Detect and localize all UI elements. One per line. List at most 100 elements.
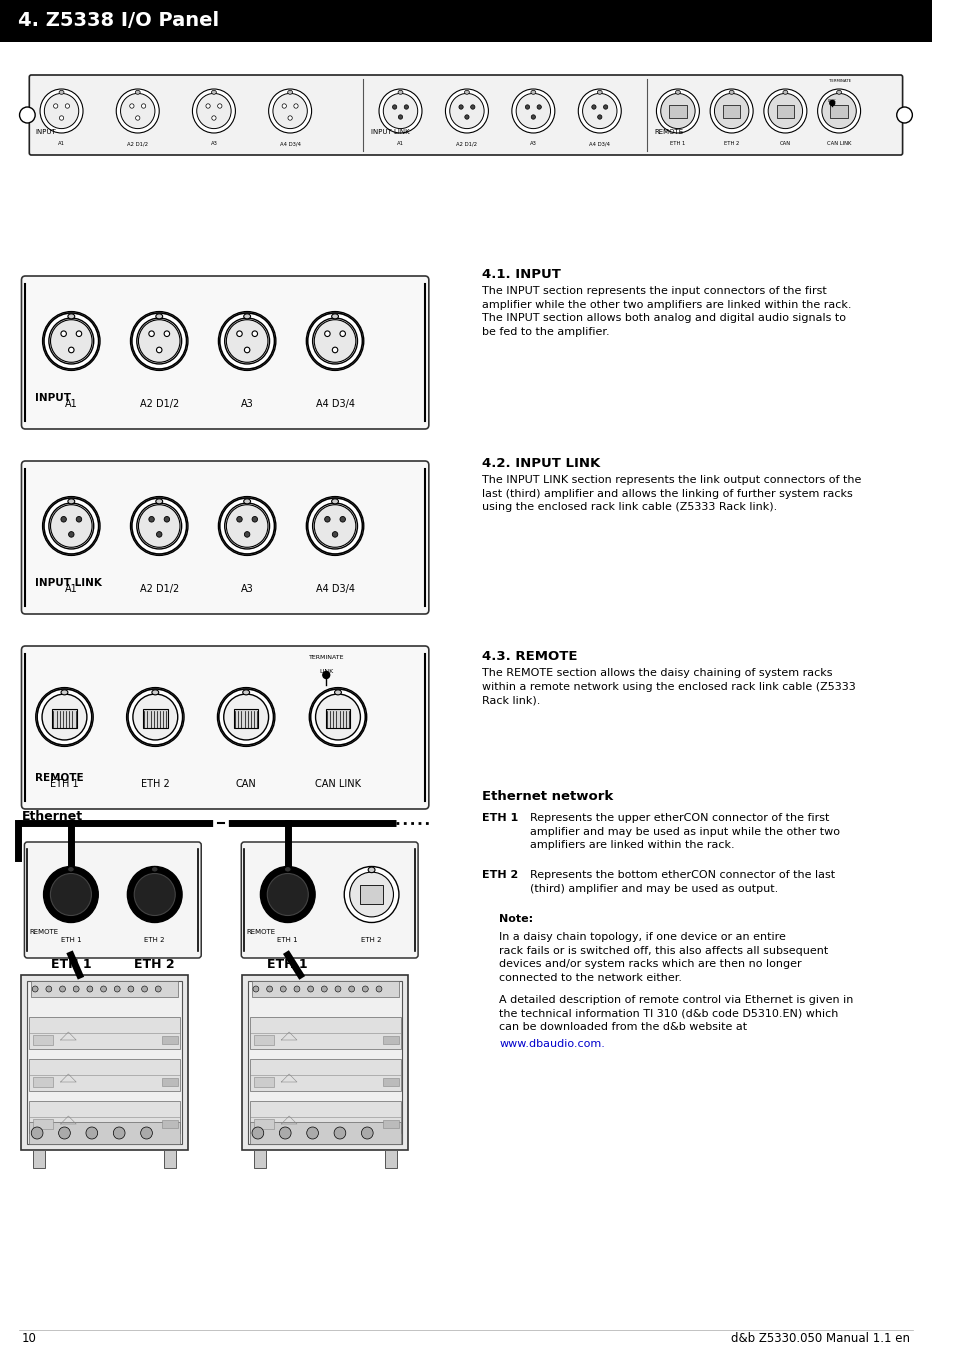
Bar — [250, 1122, 400, 1143]
Ellipse shape — [68, 313, 74, 319]
Bar — [28, 981, 181, 1143]
Text: A1: A1 — [58, 140, 65, 146]
Circle shape — [244, 347, 250, 352]
Circle shape — [226, 505, 268, 547]
Circle shape — [896, 107, 911, 123]
Circle shape — [324, 517, 330, 522]
Circle shape — [114, 986, 120, 992]
Bar — [250, 1102, 400, 1133]
Circle shape — [308, 498, 362, 554]
Text: ETH 1: ETH 1 — [51, 779, 79, 788]
Text: A3: A3 — [240, 400, 253, 409]
Circle shape — [225, 504, 270, 549]
Bar — [30, 1058, 179, 1091]
Ellipse shape — [284, 867, 291, 872]
Circle shape — [69, 347, 74, 352]
Circle shape — [322, 671, 330, 679]
Circle shape — [314, 505, 355, 547]
Circle shape — [224, 694, 269, 740]
Bar — [382, 1079, 398, 1085]
Ellipse shape — [332, 500, 338, 504]
Circle shape — [156, 532, 162, 537]
Circle shape — [46, 986, 51, 992]
Circle shape — [164, 517, 170, 522]
Circle shape — [149, 517, 154, 522]
Bar — [52, 709, 76, 728]
Ellipse shape — [68, 500, 74, 504]
Circle shape — [113, 1127, 125, 1139]
Circle shape — [86, 1127, 97, 1139]
Bar — [143, 709, 168, 728]
Circle shape — [87, 986, 92, 992]
Circle shape — [306, 497, 363, 555]
Text: A2 D1/2: A2 D1/2 — [139, 400, 178, 409]
Circle shape — [350, 872, 393, 917]
Circle shape — [362, 986, 368, 992]
Circle shape — [252, 1127, 263, 1139]
Circle shape — [603, 105, 607, 109]
Circle shape — [218, 497, 275, 555]
Circle shape — [149, 331, 154, 336]
Circle shape — [44, 313, 98, 369]
Bar — [359, 886, 383, 903]
Text: A4 D3/4: A4 D3/4 — [315, 585, 355, 594]
Circle shape — [253, 986, 258, 992]
Circle shape — [120, 93, 154, 128]
Circle shape — [335, 986, 340, 992]
Bar — [164, 1150, 175, 1168]
Ellipse shape — [836, 90, 841, 94]
Circle shape — [42, 694, 87, 740]
Circle shape — [53, 104, 58, 108]
Text: A3: A3 — [529, 140, 537, 146]
Circle shape — [138, 505, 180, 547]
Circle shape — [132, 694, 177, 740]
Circle shape — [309, 687, 366, 747]
Circle shape — [76, 517, 82, 522]
Circle shape — [464, 115, 469, 119]
Circle shape — [311, 688, 365, 745]
Ellipse shape — [152, 690, 158, 695]
Circle shape — [49, 504, 93, 549]
Bar — [162, 1079, 177, 1085]
Circle shape — [244, 532, 250, 537]
Ellipse shape — [368, 867, 375, 872]
Ellipse shape — [155, 313, 162, 319]
Circle shape — [361, 1127, 373, 1139]
Ellipse shape — [135, 90, 140, 94]
Text: ETH 1: ETH 1 — [61, 937, 81, 944]
Circle shape — [219, 498, 274, 554]
FancyBboxPatch shape — [241, 842, 417, 958]
Circle shape — [226, 320, 268, 362]
Circle shape — [136, 319, 181, 364]
Circle shape — [260, 867, 314, 922]
Circle shape — [334, 1127, 345, 1139]
Bar — [829, 105, 847, 117]
Ellipse shape — [243, 313, 251, 319]
Circle shape — [128, 867, 182, 922]
Bar — [30, 1102, 179, 1133]
Bar — [253, 1150, 266, 1168]
Text: 4.3. REMOTE: 4.3. REMOTE — [481, 649, 577, 663]
Circle shape — [279, 1127, 291, 1139]
Text: A2 D1/2: A2 D1/2 — [127, 140, 148, 146]
Circle shape — [273, 93, 307, 128]
Circle shape — [817, 89, 860, 134]
Text: ETH 2: ETH 2 — [144, 937, 165, 944]
FancyBboxPatch shape — [22, 275, 429, 429]
Circle shape — [591, 105, 596, 109]
Text: INPUT: INPUT — [35, 393, 71, 404]
Ellipse shape — [59, 90, 64, 94]
Circle shape — [314, 320, 355, 362]
Bar — [162, 1120, 177, 1129]
Circle shape — [128, 688, 182, 745]
Circle shape — [130, 104, 133, 108]
Circle shape — [37, 688, 91, 745]
Ellipse shape — [152, 867, 158, 872]
Circle shape — [218, 688, 274, 745]
Circle shape — [136, 504, 181, 549]
Bar — [325, 709, 350, 728]
Ellipse shape — [243, 500, 251, 504]
Circle shape — [714, 93, 748, 128]
Text: The INPUT section represents the input connectors of the first
amplifier while t: The INPUT section represents the input c… — [481, 286, 850, 336]
Circle shape — [339, 331, 345, 336]
